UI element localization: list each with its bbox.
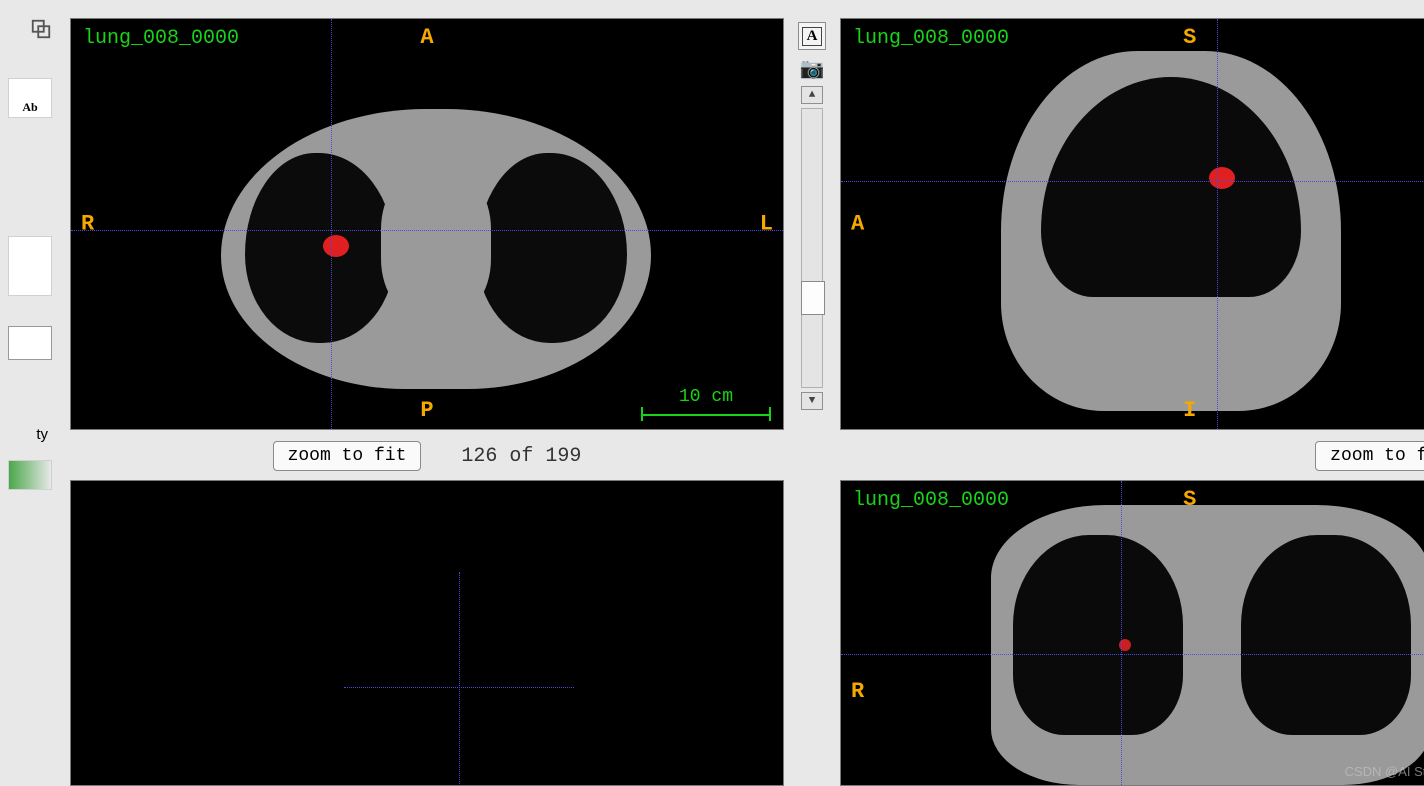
axial-left-lung	[477, 153, 627, 343]
slice-slider[interactable]	[801, 108, 823, 388]
sagittal-dataset-name: lung_008_0000	[853, 27, 1009, 50]
axial-mediastinum	[381, 169, 491, 319]
panel-box-1	[8, 236, 52, 296]
camera-icon[interactable]: 📷	[798, 54, 826, 82]
slider-down-arrow[interactable]: ▼	[801, 392, 823, 410]
axial-orient-bottom: P	[420, 398, 433, 423]
coronal-left-lung	[1241, 535, 1411, 735]
text-field-1[interactable]	[8, 326, 52, 360]
axial-orient-left: R	[81, 212, 94, 237]
coronal-orient-top: S	[1183, 487, 1196, 512]
sagittal-orient-top: S	[1183, 25, 1196, 50]
text-annotation-icon[interactable]: A	[798, 22, 826, 50]
axial-orient-right: L	[760, 212, 773, 237]
coronal-orient-left: R	[851, 679, 864, 704]
coronal-lesion	[1119, 639, 1131, 651]
axial-side-tools: A 📷 ▲ ▼	[794, 18, 830, 412]
slice-slider-thumb[interactable]	[801, 281, 825, 315]
slider-up-arrow[interactable]: ▲	[801, 86, 823, 104]
axial-orient-top: A	[420, 25, 433, 50]
sagittal-body	[1001, 51, 1341, 411]
opacity-label-fragment: ty	[8, 410, 52, 458]
axial-lesion	[323, 235, 349, 257]
sagittal-lung	[1041, 77, 1301, 297]
ab-thumbnail[interactable]	[8, 78, 52, 118]
axial-dataset-name: lung_008_0000	[83, 27, 239, 50]
gradient-box	[8, 460, 52, 490]
threeD-crosshair-v	[459, 572, 460, 786]
scale-label: 10 cm	[641, 387, 771, 407]
sagittal-controls: zoom to fit	[840, 436, 1424, 476]
axial-scale-bar: 10 cm	[641, 387, 771, 421]
axial-view[interactable]: lung_008_0000 A P R L 10 cm	[70, 18, 784, 430]
coronal-body	[991, 505, 1424, 785]
coronal-right-lung	[1013, 535, 1183, 735]
zoom-to-fit-button-sagittal[interactable]: zoom to fit	[1315, 441, 1424, 471]
sagittal-orient-left: A	[851, 212, 864, 237]
sagittal-lesion	[1209, 167, 1235, 189]
left-toolbar: ty	[0, 0, 60, 786]
zoom-to-fit-button-axial[interactable]: zoom to fit	[273, 441, 422, 471]
axial-right-lung	[245, 153, 395, 343]
viewer-grid: lung_008_0000 A P R L 10 cm A 📷 ▲ ▼ lung…	[60, 0, 1424, 786]
coronal-view[interactable]: lung_008_0000 S R CSDN @AI Studio	[840, 480, 1424, 786]
coronal-dataset-name: lung_008_0000	[853, 489, 1009, 512]
sagittal-orient-bottom: I	[1183, 398, 1196, 423]
detach-icon[interactable]	[30, 18, 52, 40]
axial-controls: zoom to fit 126 of 199	[70, 436, 784, 476]
axial-body	[221, 109, 651, 389]
threeD-view[interactable]	[70, 480, 784, 786]
slice-counter: 126 of 199	[461, 445, 581, 468]
sagittal-view[interactable]: lung_008_0000 S I A	[840, 18, 1424, 430]
